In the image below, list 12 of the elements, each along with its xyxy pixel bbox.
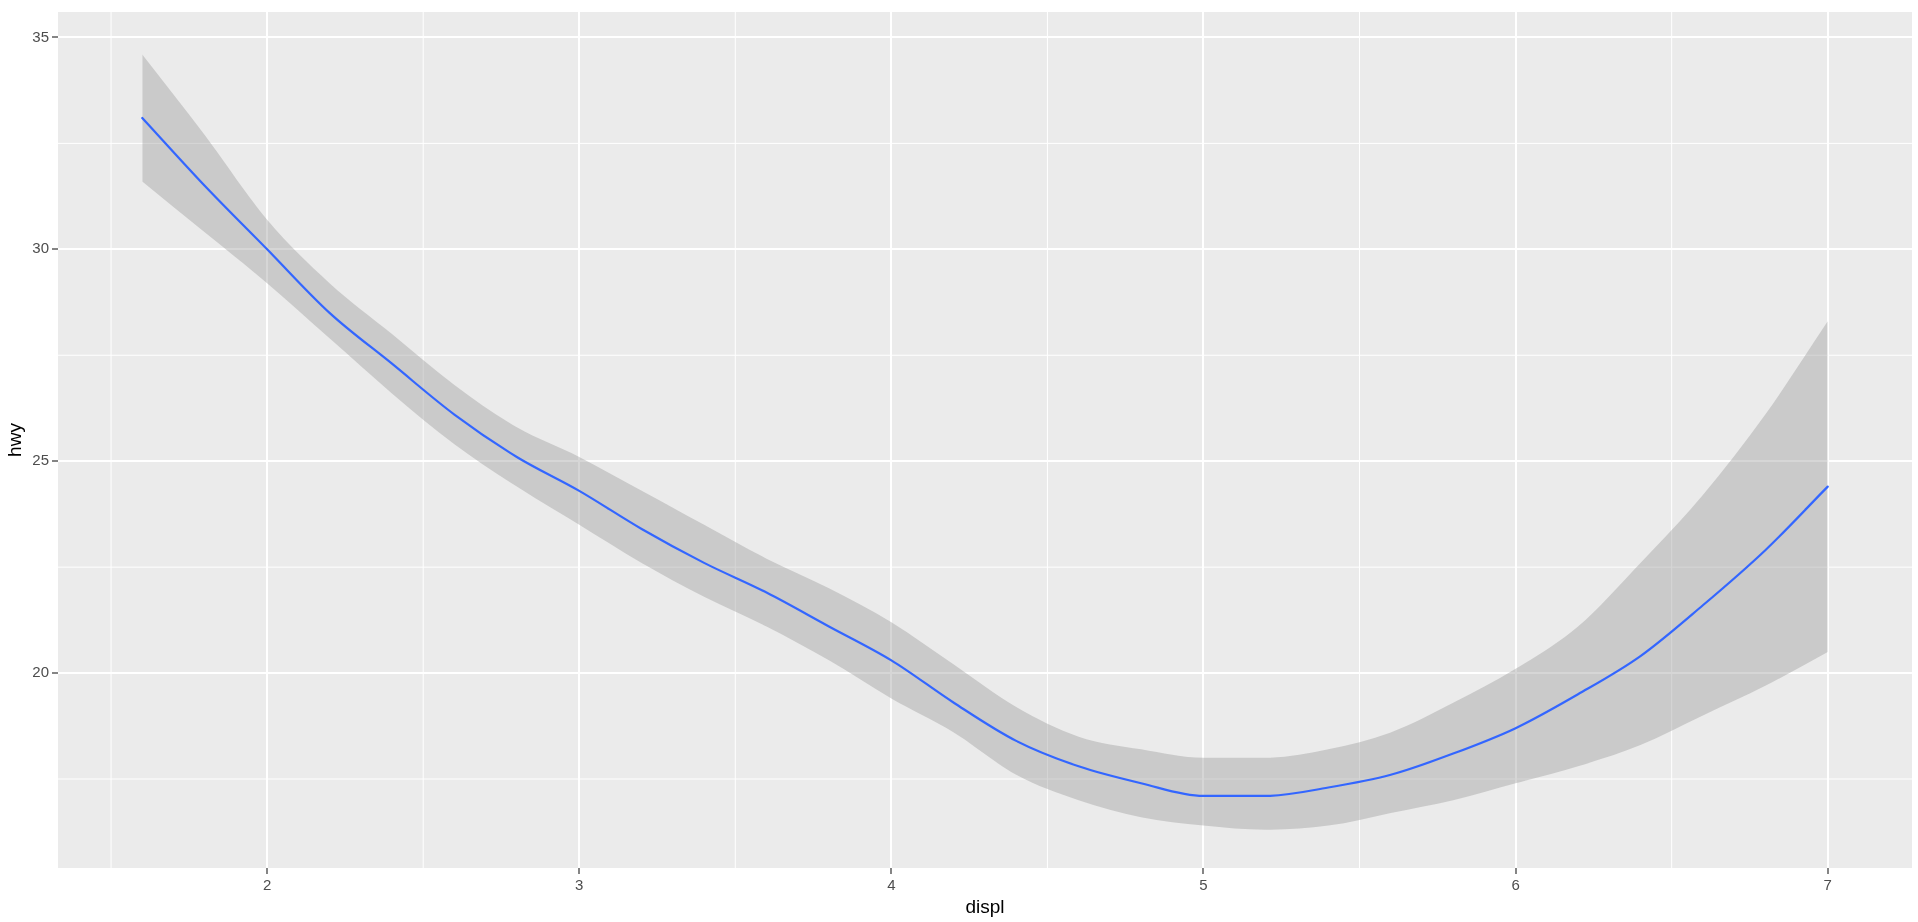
y-tick-label: 30 — [32, 239, 49, 257]
x-tick-label: 3 — [575, 876, 584, 894]
y-axis-title: hwy — [3, 422, 25, 457]
x-tick-label: 6 — [1511, 876, 1520, 894]
y-tick-label: 20 — [32, 663, 49, 681]
x-axis-title: displ — [965, 895, 1005, 917]
y-tick-label: 35 — [32, 27, 49, 45]
x-tick-label: 4 — [887, 876, 896, 894]
x-tick-label: 5 — [1199, 876, 1208, 894]
y-tick-label: 25 — [32, 451, 49, 469]
x-tick-label: 2 — [262, 876, 272, 894]
x-tick-label: 7 — [1823, 876, 1832, 894]
